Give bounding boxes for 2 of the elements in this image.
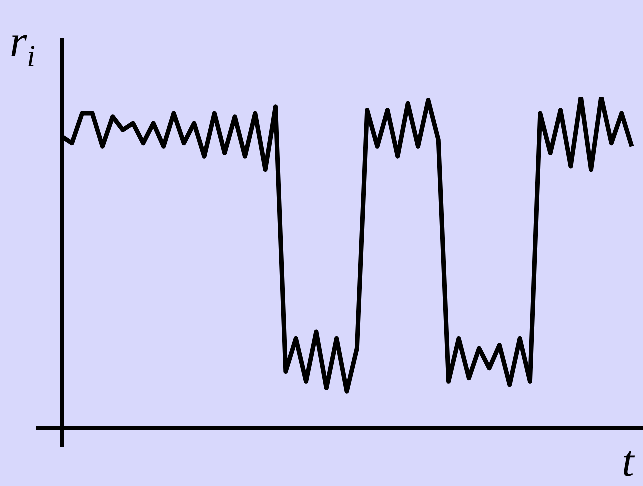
x-axis-title: t [622,437,634,486]
y-axis-title: r$_{i}$ [10,17,36,73]
